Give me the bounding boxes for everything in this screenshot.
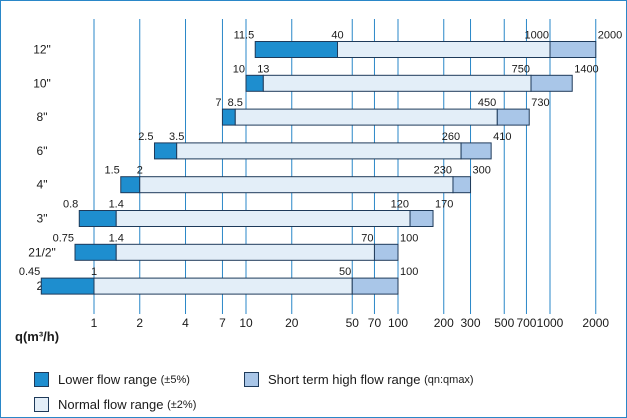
x-tick-label: 1	[91, 316, 98, 330]
data-label: 10	[233, 63, 245, 75]
data-label: 1	[91, 266, 97, 278]
data-label: 1.4	[109, 232, 124, 244]
bar-lower-flow	[245, 74, 264, 92]
bar-lower-flow	[78, 210, 117, 227]
data-label: 730	[531, 97, 549, 109]
legend-sub-normal: (±2%)	[167, 398, 197, 411]
data-label: 1400	[574, 63, 598, 75]
bar-lower-flow	[40, 277, 95, 295]
legend-item-lower: Lower flow range (±5%)	[34, 372, 190, 387]
data-label: 7	[215, 97, 221, 109]
legend-sub-lower: (±5%)	[160, 373, 190, 386]
data-label: 1.4	[109, 199, 124, 211]
data-label: 100	[400, 266, 418, 278]
bar-normal-flow	[176, 142, 462, 160]
bar-normal-flow	[139, 176, 454, 194]
bar-high-flow	[409, 210, 434, 227]
row-label: 8"	[37, 110, 48, 124]
legend-swatch-high	[244, 372, 259, 387]
data-label: 70	[361, 232, 373, 244]
data-label: 50	[339, 266, 351, 278]
bar-high-flow	[549, 41, 597, 58]
x-tick-label: 20	[285, 316, 299, 330]
x-tick-label: 200	[434, 316, 454, 330]
data-label: 100	[400, 232, 418, 244]
data-label: 0.8	[63, 199, 78, 211]
row-label: 21/2"	[28, 245, 56, 259]
bar-normal-flow	[93, 277, 353, 295]
data-label: 8.5	[228, 97, 243, 109]
data-label: 3.5	[169, 131, 184, 143]
bar-normal-flow	[115, 243, 375, 261]
data-label: 120	[391, 199, 409, 211]
bar-high-flow	[530, 74, 573, 92]
data-label: 1000	[525, 30, 549, 42]
data-label: 750	[512, 63, 530, 75]
bar-lower-flow	[153, 142, 178, 160]
x-tick-label: 2	[136, 316, 143, 330]
x-tick-label: 2000	[582, 316, 609, 330]
x-tick-label: 700	[516, 316, 536, 330]
legend-swatch-normal	[34, 397, 49, 412]
x-tick-label: 7	[219, 316, 226, 330]
bar-lower-flow	[254, 41, 339, 58]
data-label: 0.75	[53, 232, 74, 244]
legend-text-high: Short term high flow range	[268, 372, 425, 387]
bar-lower-flow	[221, 108, 236, 126]
row-label: 3"	[37, 212, 48, 226]
bar-high-flow	[452, 176, 472, 194]
data-label: 13	[257, 63, 269, 75]
x-axis-label: q(m³/h)	[15, 329, 59, 344]
legend-text-lower: Lower flow range	[58, 372, 161, 387]
legend-item-high: Short term high flow range (qn:qmax)	[244, 372, 474, 387]
legend-text-normal: Normal flow range	[58, 397, 168, 412]
data-label: 11.5	[234, 30, 255, 42]
data-label: 40	[331, 30, 343, 42]
data-label: 230	[434, 165, 452, 177]
x-tick-label: 300	[461, 316, 481, 330]
row-label: 10"	[33, 76, 51, 90]
x-tick-label: 4	[182, 316, 189, 330]
bar-lower-flow	[74, 243, 117, 261]
x-tick-label: 50	[346, 316, 360, 330]
data-label: 450	[478, 97, 496, 109]
bar-high-flow	[496, 108, 530, 126]
x-tick-label: 10	[239, 316, 253, 330]
bar-normal-flow	[115, 210, 411, 227]
row-label: 12"	[33, 43, 51, 57]
data-label: 0.45	[19, 266, 40, 278]
x-tick-label: 500	[494, 316, 514, 330]
legend-sub-high: (qn:qmax)	[424, 373, 474, 386]
bar-normal-flow	[337, 41, 551, 58]
x-tick-label: 100	[388, 316, 408, 330]
data-label: 170	[435, 199, 453, 211]
row-label: 4"	[37, 178, 48, 192]
bar-high-flow	[351, 277, 399, 295]
x-tick-label: 70	[368, 316, 382, 330]
x-tick-label: 1000	[537, 316, 564, 330]
bar-normal-flow	[234, 108, 498, 126]
data-label: 2000	[598, 30, 622, 42]
data-label: 300	[473, 165, 491, 177]
bar-high-flow	[460, 142, 492, 160]
data-label: 2	[137, 165, 143, 177]
data-label: 1.5	[104, 165, 119, 177]
data-label: 2.5	[138, 131, 153, 143]
bar-lower-flow	[120, 176, 141, 194]
bar-high-flow	[373, 243, 399, 261]
legend-swatch-lower	[34, 372, 49, 387]
legend-item-normal: Normal flow range (±2%)	[34, 397, 196, 412]
bar-normal-flow	[262, 74, 532, 92]
data-label: 260	[442, 131, 460, 143]
data-label: 410	[493, 131, 511, 143]
row-label: 6"	[37, 144, 48, 158]
